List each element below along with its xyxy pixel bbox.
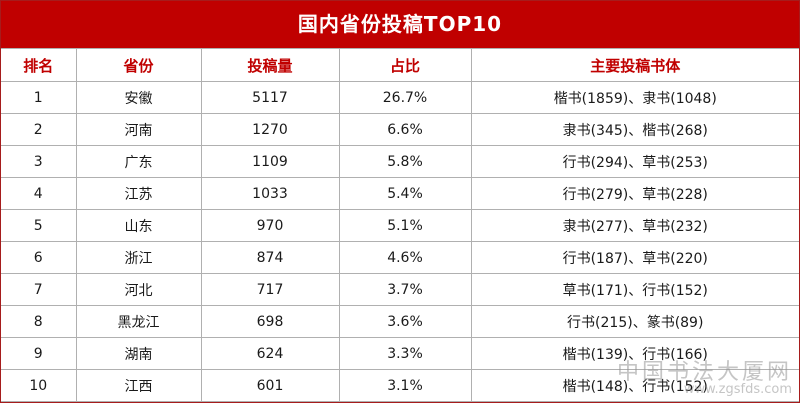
cell-rank: 5 — [1, 209, 77, 242]
cell-main-styles: 楷书(148)、行书(152) — [470, 369, 799, 402]
cell-rank: 3 — [1, 145, 77, 178]
cell-province: 河南 — [75, 113, 202, 146]
cell-province: 河北 — [75, 273, 202, 306]
table-row: 4 江苏 1033 5.4% 行书(279)、草书(228) — [1, 177, 799, 210]
cell-submissions: 698 — [200, 305, 340, 338]
table-row: 3 广东 1109 5.8% 行书(294)、草书(253) — [1, 145, 799, 178]
ranking-table: 排名 省份 投稿量 占比 主要投稿书体 1 安徽 5117 26.7% 楷书(1859)… — [1, 48, 799, 402]
cell-submissions: 1270 — [200, 113, 340, 146]
cell-main-styles: 行书(279)、草书(228) — [470, 177, 799, 210]
cell-rank: 4 — [1, 177, 77, 210]
cell-province: 江苏 — [75, 177, 202, 210]
cell-share: 3.1% — [338, 369, 472, 402]
cell-main-styles: 行书(187)、草书(220) — [470, 241, 799, 274]
cell-submissions: 624 — [200, 337, 340, 370]
cell-submissions: 1033 — [200, 177, 340, 210]
cell-share: 3.3% — [338, 337, 472, 370]
cell-share: 3.7% — [338, 273, 472, 306]
table-row: 1 安徽 5117 26.7% 楷书(1859)、隶书(1048) — [1, 81, 799, 114]
cell-share: 5.8% — [338, 145, 472, 178]
cell-share: 26.7% — [338, 81, 472, 114]
cell-submissions: 874 — [200, 241, 340, 274]
cell-rank: 6 — [1, 241, 77, 274]
cell-main-styles: 隶书(277)、草书(232) — [470, 209, 799, 242]
cell-share: 4.6% — [338, 241, 472, 274]
cell-submissions: 601 — [200, 369, 340, 402]
cell-main-styles: 隶书(345)、楷书(268) — [470, 113, 799, 146]
table-row: 2 河南 1270 6.6% 隶书(345)、楷书(268) — [1, 113, 799, 146]
cell-province: 广东 — [75, 145, 202, 178]
cell-main-styles: 草书(171)、行书(152) — [470, 273, 799, 306]
table-title: 国内省份投稿TOP10 — [1, 1, 799, 48]
table-row: 10 江西 601 3.1% 楷书(148)、行书(152) — [1, 369, 799, 402]
cell-rank: 9 — [1, 337, 77, 370]
header-share: 占比 — [338, 48, 472, 82]
cell-main-styles: 行书(215)、篆书(89) — [470, 305, 799, 338]
cell-submissions: 717 — [200, 273, 340, 306]
table-row: 6 浙江 874 4.6% 行书(187)、草书(220) — [1, 241, 799, 274]
cell-main-styles: 楷书(1859)、隶书(1048) — [470, 81, 799, 114]
table-row: 9 湖南 624 3.3% 楷书(139)、行书(166) — [1, 337, 799, 370]
cell-province: 江西 — [75, 369, 202, 402]
cell-submissions: 970 — [200, 209, 340, 242]
header-row: 排名 省份 投稿量 占比 主要投稿书体 — [1, 48, 799, 82]
cell-province: 黑龙江 — [75, 305, 202, 338]
table-row: 8 黑龙江 698 3.6% 行书(215)、篆书(89) — [1, 305, 799, 338]
cell-submissions: 5117 — [200, 81, 340, 114]
table-row: 7 河北 717 3.7% 草书(171)、行书(152) — [1, 273, 799, 306]
cell-province: 安徽 — [75, 81, 202, 114]
cell-rank: 10 — [1, 369, 77, 402]
cell-rank: 1 — [1, 81, 77, 114]
cell-share: 3.6% — [338, 305, 472, 338]
cell-province: 山东 — [75, 209, 202, 242]
cell-rank: 7 — [1, 273, 77, 306]
table-body: 1 安徽 5117 26.7% 楷书(1859)、隶书(1048) 2 河南 1270 6.6%… — [1, 81, 799, 402]
header-province: 省份 — [75, 48, 202, 82]
cell-submissions: 1109 — [200, 145, 340, 178]
cell-main-styles: 楷书(139)、行书(166) — [470, 337, 799, 370]
cell-rank: 2 — [1, 113, 77, 146]
cell-province: 浙江 — [75, 241, 202, 274]
cell-share: 6.6% — [338, 113, 472, 146]
cell-province: 湖南 — [75, 337, 202, 370]
cell-rank: 8 — [1, 305, 77, 338]
table-row: 5 山东 970 5.1% 隶书(277)、草书(232) — [1, 209, 799, 242]
cell-share: 5.1% — [338, 209, 472, 242]
cell-main-styles: 行书(294)、草书(253) — [470, 145, 799, 178]
header-submissions: 投稿量 — [200, 48, 340, 82]
header-main-styles: 主要投稿书体 — [470, 48, 799, 82]
header-rank: 排名 — [1, 48, 77, 82]
cell-share: 5.4% — [338, 177, 472, 210]
